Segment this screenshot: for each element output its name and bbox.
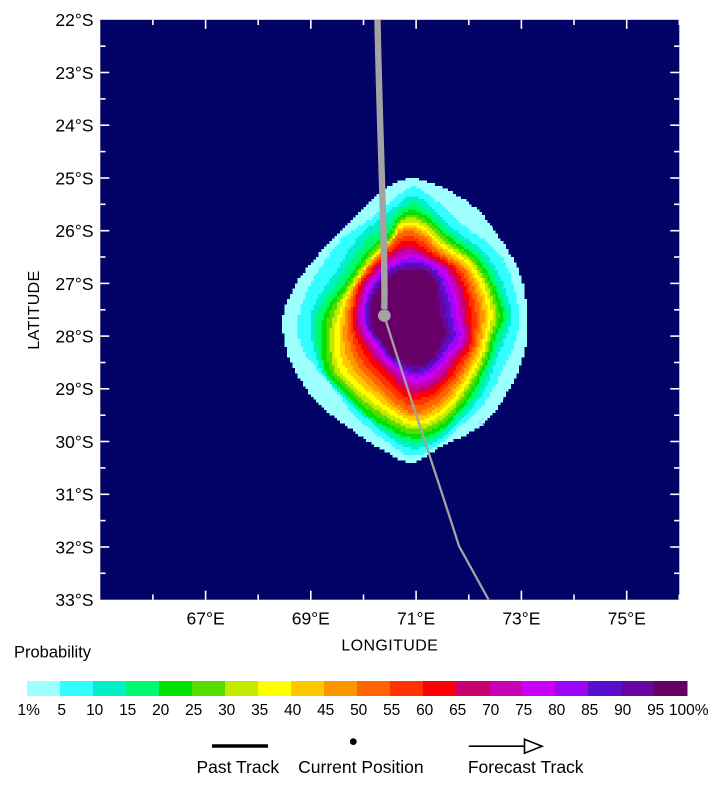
svg-text:95: 95 [647,702,664,719]
svg-text:22°S: 22°S [55,10,93,30]
svg-text:10: 10 [86,702,104,719]
svg-text:100%: 100% [669,702,709,719]
svg-text:40: 40 [284,702,302,719]
svg-text:80: 80 [548,702,566,719]
svg-text:31°S: 31°S [55,485,93,505]
svg-text:29°S: 29°S [55,379,93,399]
svg-text:LONGITUDE: LONGITUDE [341,638,438,655]
svg-text:69°E: 69°E [292,608,330,628]
svg-text:27°S: 27°S [55,274,93,294]
svg-text:Forecast Track: Forecast Track [468,757,584,777]
svg-text:23°S: 23°S [55,63,93,83]
svg-text:25°S: 25°S [55,168,93,188]
svg-text:26°S: 26°S [55,221,93,241]
svg-text:45: 45 [317,702,334,719]
svg-text:71°E: 71°E [397,608,435,628]
svg-text:32°S: 32°S [55,537,93,557]
svg-text:Past Track: Past Track [196,757,279,777]
svg-text:90: 90 [614,702,632,719]
svg-text:55: 55 [383,702,400,719]
svg-text:LATITUDE: LATITUDE [26,270,43,349]
svg-text:75: 75 [515,702,532,719]
svg-text:Probability: Probability [14,644,92,662]
svg-text:20: 20 [152,702,170,719]
svg-text:75°E: 75°E [608,608,646,628]
svg-text:85: 85 [581,702,598,719]
svg-text:30: 30 [218,702,236,719]
svg-text:70: 70 [482,702,500,719]
svg-text:60: 60 [416,702,434,719]
svg-text:50: 50 [350,702,368,719]
svg-text:65: 65 [449,702,466,719]
svg-text:28°S: 28°S [55,327,93,347]
svg-text:67°E: 67°E [187,608,225,628]
svg-text:73°E: 73°E [502,608,540,628]
svg-text:1%: 1% [17,702,40,719]
svg-text:30°S: 30°S [55,432,93,452]
svg-text:15: 15 [119,702,136,719]
svg-text:25: 25 [185,702,202,719]
svg-text:Current Position: Current Position [298,757,423,777]
svg-text:24°S: 24°S [55,116,93,136]
svg-text:33°S: 33°S [55,590,93,610]
svg-text:35: 35 [251,702,268,719]
svg-text:5: 5 [57,702,66,719]
